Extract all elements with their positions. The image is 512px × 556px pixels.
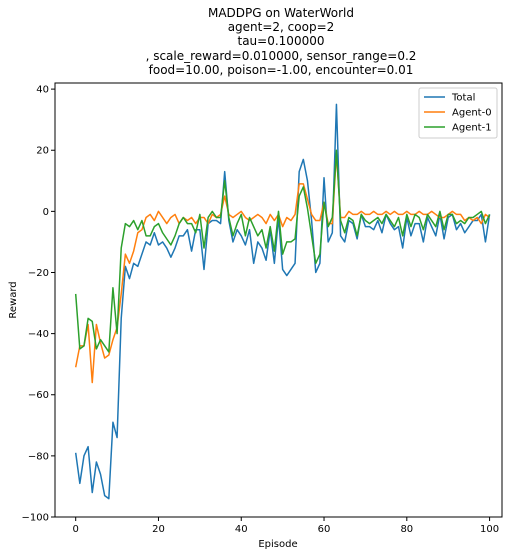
y-tick-label: 40 (36, 85, 49, 96)
x-tick-label: 100 (480, 524, 499, 535)
plot-area-frame (54, 82, 503, 518)
legend-label: Agent-1 (452, 123, 492, 134)
y-tick-label: −60 (28, 390, 49, 401)
title-line-3: tau=0.100000 (238, 34, 325, 48)
series-line-agent-1 (74, 149, 491, 353)
y-tick-label: −40 (28, 329, 49, 340)
y-tick-label: −80 (28, 451, 49, 462)
y-axis-label: Reward (8, 281, 19, 318)
x-tick-label: 20 (152, 524, 165, 535)
y-tick-label: −20 (28, 268, 49, 279)
legend-label: Total (451, 93, 475, 104)
series-lines (74, 103, 491, 500)
y-tick-label: 0 (43, 207, 49, 218)
series-line-total (74, 103, 491, 500)
x-tick-label: 40 (235, 524, 248, 535)
legend: Total Agent-0 Agent-1 (418, 87, 498, 139)
x-tick-label: 0 (73, 524, 79, 535)
x-tick-label: 80 (400, 524, 413, 535)
title-line-2: agent=2, coop=2 (228, 20, 335, 34)
y-axis-ticks: −100 −80 −60 −40 −20 0 20 40 (22, 85, 55, 524)
x-axis-label: Episode (258, 539, 297, 550)
title-line-5: food=10.00, poison=-1.00, encounter=0.01 (149, 63, 414, 77)
title-line-1: MADDPG on WaterWorld (208, 6, 354, 20)
series-line-agent-0 (74, 152, 491, 384)
chart-title: MADDPG on WaterWorld agent=2, coop=2 tau… (146, 6, 417, 77)
x-tick-label: 60 (318, 524, 331, 535)
x-axis-ticks: 0 20 40 60 80 100 (73, 517, 499, 535)
legend-label: Agent-0 (452, 108, 492, 119)
title-line-4: , scale_reward=0.010000, sensor_range=0.… (146, 49, 417, 63)
legend-box (418, 87, 498, 139)
y-tick-label: 20 (36, 146, 49, 157)
y-tick-label: −100 (22, 513, 49, 524)
